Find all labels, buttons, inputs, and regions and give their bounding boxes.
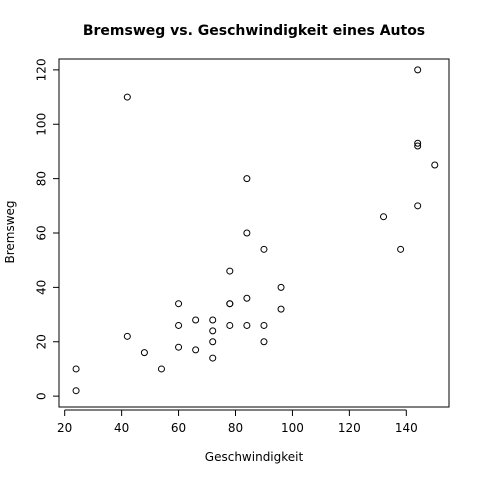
x-axis: 20 40 60 80 100 120 140 (57, 409, 418, 435)
data-point (175, 343, 183, 351)
data-point (72, 387, 80, 395)
data-point (414, 202, 422, 210)
data-point (260, 321, 268, 329)
y-tick-label: 0 (35, 392, 49, 400)
y-tick-label: 20 (35, 334, 49, 349)
x-tick-label: 140 (395, 421, 418, 435)
data-point (226, 300, 234, 308)
data-point (140, 349, 148, 357)
x-tick-label: 20 (57, 421, 72, 435)
data-point (397, 245, 405, 253)
data-point (243, 294, 251, 302)
y-tick-label: 120 (35, 58, 49, 81)
data-point (192, 346, 200, 354)
data-point (209, 354, 217, 362)
y-axis: 0 20 40 60 80 100 120 (35, 58, 60, 400)
data-point (414, 139, 422, 147)
data-point (209, 316, 217, 324)
data-point (209, 327, 217, 335)
data-point (209, 338, 217, 346)
data-point (414, 142, 422, 150)
x-tick-label: 120 (338, 421, 361, 435)
data-point (260, 338, 268, 346)
data-point (277, 305, 285, 313)
x-tick-label: 100 (281, 421, 304, 435)
data-point (260, 245, 268, 253)
x-tick-label: 40 (114, 421, 129, 435)
data-point (123, 93, 131, 101)
data-point (226, 321, 234, 329)
data-point (243, 175, 251, 183)
data-point (175, 300, 183, 308)
data-point (380, 213, 388, 221)
x-tick-label: 60 (171, 421, 186, 435)
data-point (414, 66, 422, 74)
data-point (277, 283, 285, 291)
y-axis-title: Bremsweg (3, 200, 17, 263)
y-tick-label: 100 (35, 113, 49, 136)
y-tick-label: 60 (35, 225, 49, 240)
data-point (157, 365, 165, 373)
data-point (192, 316, 200, 324)
data-points (72, 66, 439, 395)
x-tick-label: 80 (228, 421, 243, 435)
data-point (431, 161, 439, 169)
data-point (243, 229, 251, 237)
y-tick-label: 80 (35, 171, 49, 186)
chart-title: Bremsweg vs. Geschwindigkeit eines Autos (83, 23, 425, 39)
x-axis-title: Geschwindigkeit (205, 450, 304, 464)
data-point (72, 365, 80, 373)
data-point (243, 321, 251, 329)
y-tick-label: 40 (35, 280, 49, 295)
data-point (226, 267, 234, 275)
data-point (123, 332, 131, 340)
data-point (175, 321, 183, 329)
